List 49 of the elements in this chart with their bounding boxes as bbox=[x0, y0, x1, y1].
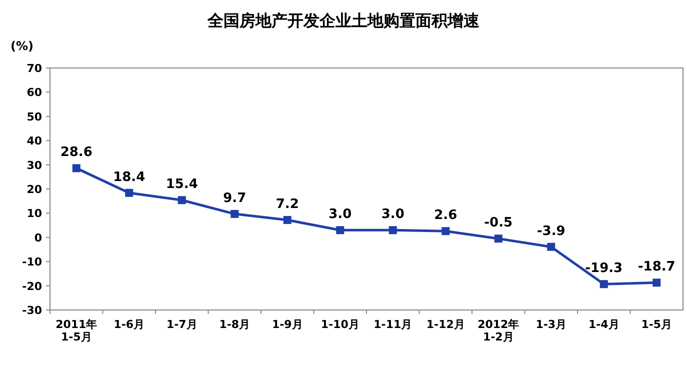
point bbox=[600, 280, 608, 288]
y-tick-label: 60 bbox=[26, 86, 42, 100]
y-tick-label: 10 bbox=[26, 207, 42, 220]
data-label: -19.3 bbox=[585, 261, 623, 276]
y-tick-label: 20 bbox=[26, 183, 42, 196]
y-tick-label: 30 bbox=[26, 158, 42, 172]
point bbox=[125, 188, 134, 197]
data-label: 15.4 bbox=[166, 177, 198, 192]
point bbox=[547, 242, 556, 251]
x-tick-label: 1-7月 bbox=[166, 318, 198, 331]
y-tick-label: -30 bbox=[22, 304, 42, 317]
x-tick-label: 1-6月 bbox=[114, 318, 145, 331]
x-tick-label: 1-3月 bbox=[536, 318, 567, 331]
point bbox=[652, 278, 661, 287]
y-tick-label: 50 bbox=[26, 110, 42, 124]
point bbox=[230, 210, 239, 218]
data-label: -18.7 bbox=[638, 260, 676, 275]
point bbox=[388, 226, 397, 234]
data-label: 7.2 bbox=[276, 196, 299, 212]
chart-title: 全国房地产开发企业土地购置面积增速 bbox=[206, 11, 480, 30]
data-label: -0.5 bbox=[484, 216, 513, 231]
y-tick-label: 0 bbox=[34, 231, 42, 244]
x-tick-label: 1-10月 bbox=[320, 318, 360, 331]
point bbox=[178, 196, 186, 204]
x-tick-label: 1-8月 bbox=[219, 318, 250, 331]
y-tick-label: 40 bbox=[26, 134, 42, 148]
point bbox=[336, 226, 344, 234]
data-label: 9.7 bbox=[223, 190, 246, 206]
x-tick-label: 1-5月 bbox=[641, 318, 672, 331]
x-tick-label: 1-12月 bbox=[426, 318, 465, 331]
point bbox=[442, 227, 450, 236]
y-tick-label: -20 bbox=[22, 280, 42, 293]
y-tick-label: 70 bbox=[26, 62, 42, 75]
data-label: 3.0 bbox=[381, 207, 404, 222]
point bbox=[72, 164, 80, 172]
x-tick-label: 1-9月 bbox=[272, 318, 303, 331]
x-tick-label: 2012年 1-2月 bbox=[478, 318, 520, 344]
point bbox=[494, 234, 502, 243]
point bbox=[283, 216, 292, 224]
x-tick-label: 1-11月 bbox=[374, 318, 412, 331]
y-tick-label: -10 bbox=[22, 256, 42, 269]
x-tick-label: 1-4月 bbox=[588, 318, 620, 331]
data-label: 2.6 bbox=[434, 208, 458, 224]
data-label: 28.6 bbox=[60, 145, 92, 160]
data-label: -3.9 bbox=[536, 224, 566, 239]
data-label: 3.0 bbox=[328, 207, 352, 222]
y-axis-title: (%) bbox=[10, 39, 34, 53]
data-label: 18.4 bbox=[113, 170, 146, 185]
x-tick-label: 2011年 1-5月 bbox=[56, 318, 98, 344]
